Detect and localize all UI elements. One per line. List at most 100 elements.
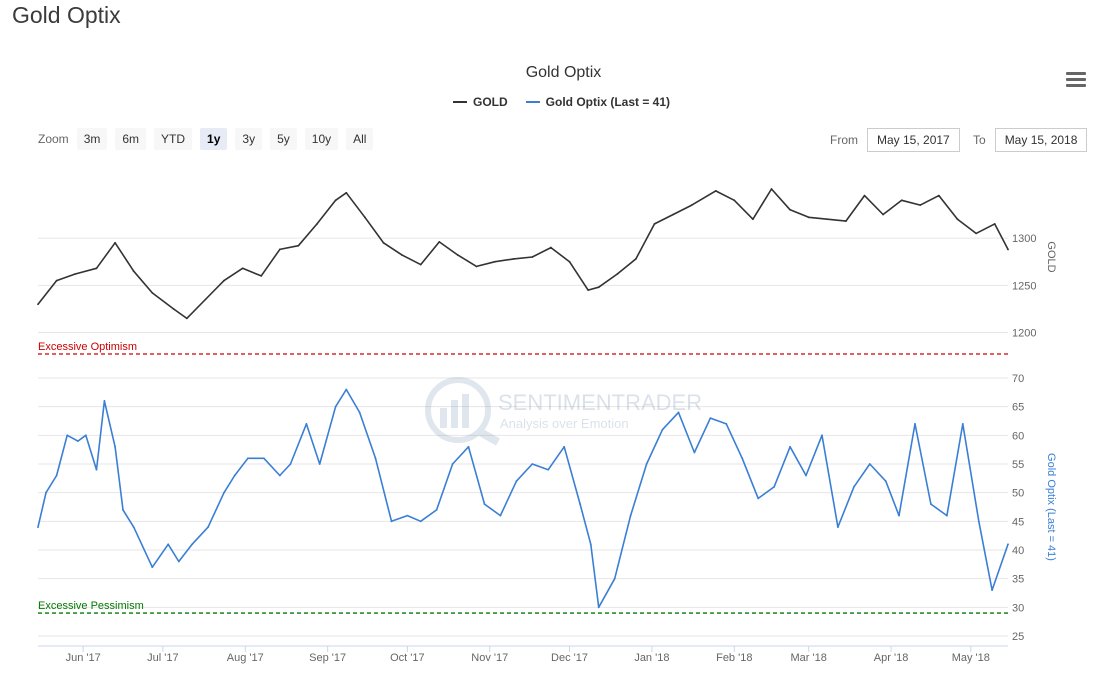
data-point [262,457,265,460]
data-point [900,199,903,202]
data-point [451,463,454,465]
range-to-label: To [973,133,986,147]
data-point [805,474,807,477]
legend-item-gold-optix[interactable]: Gold Optix (Last = 41) [525,95,670,109]
y-tick-label: 55 [1012,459,1024,471]
data-point [406,514,409,517]
data-point [260,274,263,277]
data-point [515,480,518,483]
data-point [914,422,916,425]
data-point [672,213,675,216]
series-line-gold [37,188,1009,320]
data-point [589,543,592,546]
y-tick-label: 60 [1012,430,1024,442]
data-point [435,508,438,511]
data-point [204,298,207,301]
zoom-button-3m[interactable]: 3m [76,128,108,150]
data-point [318,463,321,465]
watermark-name: SENTIMENTRADER [498,390,702,415]
x-tick-label: Jul '17 [147,652,178,664]
data-point [693,451,696,454]
range-from: From May 15, 2017 [830,128,960,152]
data-point [132,526,135,528]
data-point [233,474,236,477]
data-point [645,463,648,465]
data-point [456,254,459,257]
legend-swatch-gold-optix [525,101,540,103]
range-from-label: From [830,133,858,147]
data-point [757,497,760,500]
x-tick-label: Jun '17 [66,652,101,664]
x-tick-label: May '18 [952,652,990,664]
data-point [37,303,39,306]
data-point [419,263,422,266]
y-tick-label: 35 [1012,574,1024,586]
data-point [597,286,600,289]
data-point [172,308,175,310]
data-point [773,486,776,488]
data-point [547,468,550,471]
y-tick-label: 70 [1012,373,1024,385]
range-to-input[interactable]: May 15, 2018 [994,128,1088,152]
x-tick-label: Mar '18 [791,652,827,664]
data-point [358,411,361,414]
data-point [363,216,366,219]
zoom-button-all[interactable]: All [346,128,374,150]
hamburger-menu-icon[interactable] [1066,72,1086,90]
data-point [37,526,39,528]
data-point [863,194,866,197]
data-point [334,405,337,408]
zoom-button-1y[interactable]: 1y [200,128,228,150]
data-point [930,503,932,506]
zoom-button-5y[interactable]: 5y [270,128,297,150]
data-point [512,257,515,260]
y-tick-label: 30 [1012,602,1024,614]
data-point [789,208,791,211]
data-point [122,508,124,511]
y-tick-label: 1200 [1012,328,1036,340]
range-from-input[interactable]: May 15, 2017 [867,128,960,152]
data-point [725,422,728,425]
data-point [334,199,337,202]
data-point [55,474,58,477]
data-point [241,267,244,270]
data-point [961,422,964,425]
axes: 1200 1250 1300 GOLD 25 30 35 40 45 50 55 60 65 70 Gold… [38,233,1057,664]
y-tick-label: 25 [1012,631,1024,643]
data-point [587,289,590,291]
data-point [563,445,566,448]
legend-item-gold[interactable]: GOLD [453,95,508,109]
data-point [289,463,292,465]
data-point [84,434,87,437]
data-point [807,216,810,219]
data-point [305,422,308,425]
data-point [531,256,534,258]
data-point [151,291,154,294]
series-lines [37,188,1009,609]
data-point [945,514,948,517]
zoom-label: Zoom [38,132,69,146]
data-point [467,445,470,448]
data-point [167,543,170,546]
y-tick-label: 65 [1012,402,1024,414]
data-point [868,463,871,465]
data-point [297,244,300,247]
data-point [597,606,600,609]
zoom-button-3y[interactable]: 3y [235,128,263,150]
data-point [1007,543,1009,546]
zoom-button-10y[interactable]: 10y [304,128,339,150]
data-point [483,503,486,506]
data-point [66,434,69,437]
data-point [382,241,385,244]
zoom-button-ytd[interactable]: YTD [154,128,193,150]
x-tick-label: Jan '18 [634,652,669,664]
data-point [223,491,225,494]
data-point [438,240,441,243]
data-point [690,204,693,206]
zoom-button-6m[interactable]: 6m [115,128,147,150]
y-tick-label: 50 [1012,488,1024,500]
data-point [95,267,98,270]
data-point [661,428,664,431]
zoom-bar: Zoom 3m 6m YTD 1y 3y 5y 10y All [38,128,381,150]
